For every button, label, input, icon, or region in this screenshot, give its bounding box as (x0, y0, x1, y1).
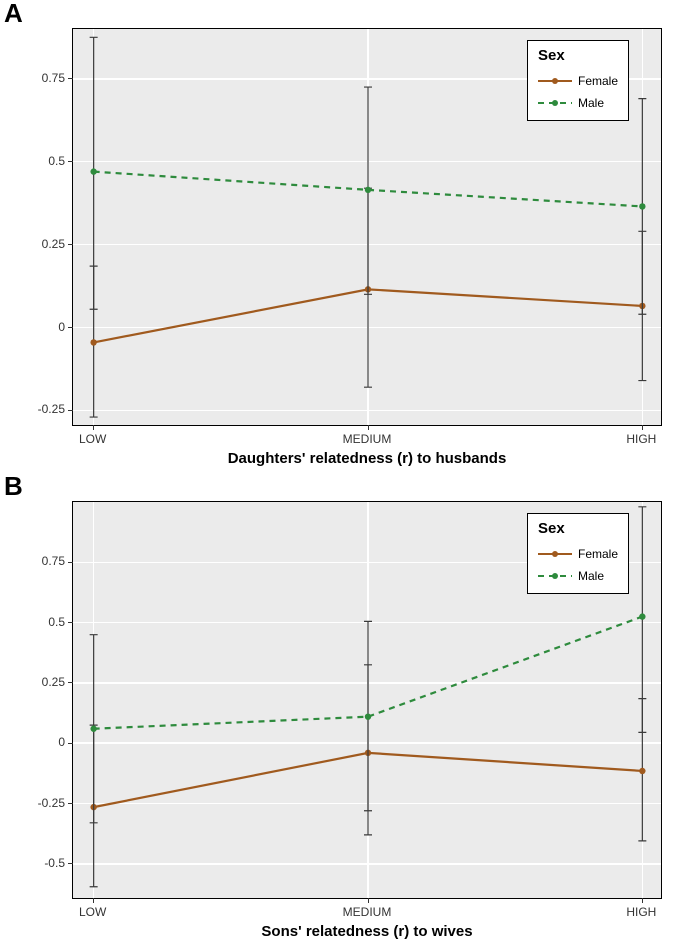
series-point (90, 339, 96, 345)
legend-item: Female (538, 68, 618, 90)
legend-label: Male (578, 96, 604, 110)
ytick-label: -0.25 (38, 796, 65, 810)
ytick-label: 0 (58, 320, 65, 334)
legend-label: Female (578, 74, 618, 88)
legend-swatch (538, 74, 572, 88)
legend-swatch (538, 569, 572, 583)
ytick-label: 0.5 (48, 615, 65, 629)
ytick-label: -0.25 (38, 402, 65, 416)
legend-item: Male (538, 563, 618, 585)
legend-item: Female (538, 541, 618, 563)
series-point (639, 768, 645, 774)
series-point (639, 613, 645, 619)
series-point (365, 187, 371, 193)
legend: Sex Female Male (527, 40, 629, 121)
series-point (90, 168, 96, 174)
xtick-label: HIGH (626, 432, 656, 446)
xtick-label: LOW (79, 432, 106, 446)
panel-b-xlabel: Sons' relatedness (r) to wives (261, 923, 472, 940)
legend-swatch (538, 547, 572, 561)
panel-a-label: A (4, 0, 23, 29)
panel-a: A Total spouses (residuals) Daughters' r… (0, 0, 677, 473)
xtick-label: LOW (79, 905, 106, 919)
panel-a-xlabel: Daughters' relatedness (r) to husbands (228, 450, 507, 467)
legend: Sex Female Male (527, 513, 629, 594)
ytick-label: 0.5 (48, 154, 65, 168)
legend-title: Sex (538, 520, 618, 537)
xtick-label: MEDIUM (343, 432, 392, 446)
panel-b-label: B (4, 471, 23, 502)
legend-item: Male (538, 90, 618, 112)
series-point (639, 203, 645, 209)
xtick-label: MEDIUM (343, 905, 392, 919)
ytick-label: 0.75 (42, 554, 65, 568)
xtick-label: HIGH (626, 905, 656, 919)
ytick-label: 0.25 (42, 237, 65, 251)
figure: A Total spouses (residuals) Daughters' r… (0, 0, 677, 946)
legend-label: Male (578, 569, 604, 583)
legend-label: Female (578, 547, 618, 561)
panel-b: B Total spouses (residuals) Sons' relate… (0, 473, 677, 946)
ytick-label: 0 (58, 735, 65, 749)
series-point (90, 726, 96, 732)
series-point (365, 713, 371, 719)
legend-title: Sex (538, 47, 618, 64)
ytick-label: 0.75 (42, 71, 65, 85)
ytick-label: 0.25 (42, 675, 65, 689)
ytick-label: -0.5 (44, 856, 65, 870)
legend-swatch (538, 96, 572, 110)
